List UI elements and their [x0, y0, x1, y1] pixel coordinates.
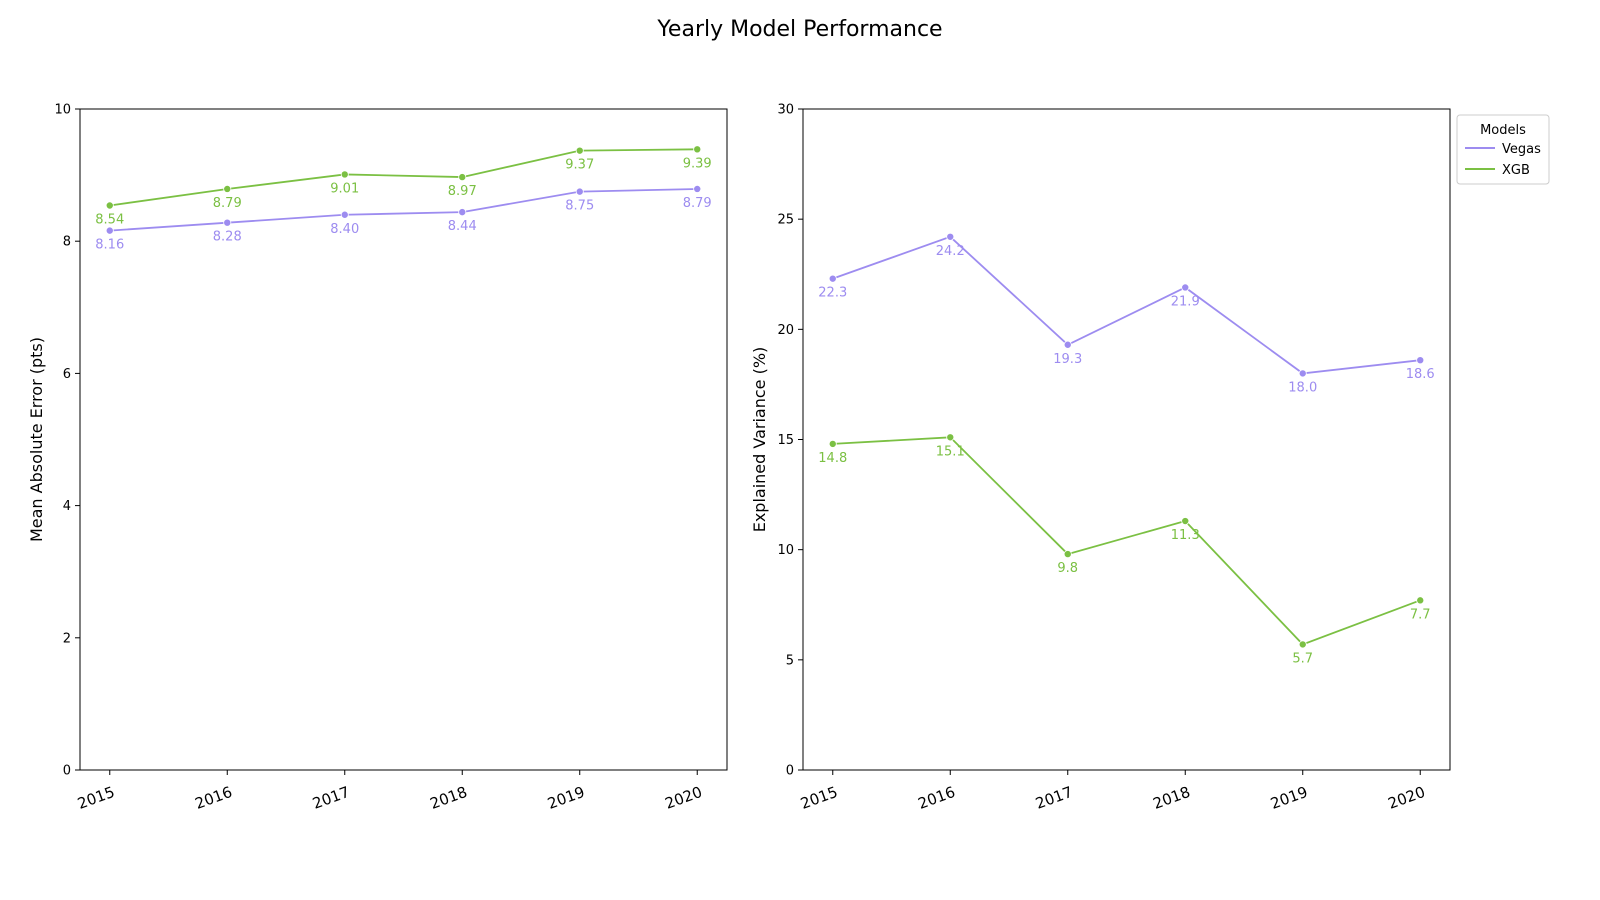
series-line-vegas [832, 235, 1421, 375]
legend-label-xgb: XGB [1502, 163, 1530, 178]
data-point-xgb [1298, 640, 1307, 649]
data-point-xgb [1416, 596, 1425, 605]
data-label-vegas: 21.9 [1171, 294, 1200, 309]
data-point-xgb [340, 170, 349, 179]
legend-frame [1456, 114, 1550, 185]
y-tick-label: 30 [777, 103, 794, 118]
x-tick-label: 2019 [545, 783, 587, 813]
series-line-xgb [109, 148, 698, 207]
x-tick-label: 2019 [1268, 783, 1310, 813]
y-tick-label: 8 [63, 235, 71, 250]
data-label-xgb: 9.8 [1057, 561, 1078, 576]
x-tick-label: 2016 [193, 783, 235, 813]
data-label-vegas: 8.40 [330, 222, 359, 237]
mae-panel: 0 2 4 6 8 10 2015 2016 2017 2018 2019 2020 Mean Abso… [27, 103, 728, 813]
plot-frame [79, 108, 728, 771]
legend-label-vegas: Vegas [1502, 142, 1541, 157]
data-point-vegas [1416, 356, 1425, 365]
y-tick-label: 10 [777, 543, 794, 558]
series-line-vegas [109, 188, 698, 232]
y-axis-label: Mean Absolute Error (pts) [27, 337, 46, 542]
data-point-vegas [575, 187, 584, 196]
data-label-vegas: 8.28 [213, 230, 242, 245]
x-tick-label: 2017 [1033, 783, 1075, 813]
data-point-vegas [828, 274, 837, 283]
series-line-xgb [832, 436, 1421, 646]
data-label-xgb: 14.8 [818, 451, 847, 466]
data-label-xgb: 9.39 [683, 156, 712, 171]
x-tick-label: 2018 [428, 783, 470, 813]
data-point-xgb [575, 146, 584, 155]
data-point-xgb [458, 173, 467, 182]
data-point-vegas [693, 184, 702, 193]
data-label-xgb: 11.3 [1171, 528, 1200, 543]
data-point-vegas [1181, 283, 1190, 292]
y-tick-label: 4 [63, 499, 71, 514]
data-point-xgb [1063, 550, 1072, 559]
data-label-xgb: 7.7 [1410, 607, 1431, 622]
data-label-xgb: 8.79 [213, 196, 242, 211]
data-label-xgb: 9.01 [330, 181, 359, 196]
data-point-vegas [105, 226, 114, 235]
data-label-vegas: 19.3 [1053, 352, 1082, 367]
data-point-xgb [828, 439, 837, 448]
data-label-vegas: 22.3 [818, 286, 847, 301]
y-tick-label: 6 [63, 367, 71, 382]
data-label-vegas: 8.75 [565, 199, 594, 214]
data-label-vegas: 8.16 [95, 238, 124, 253]
x-tick-label: 2016 [916, 783, 958, 813]
y-tick-label: 2 [63, 631, 71, 646]
x-tick-label: 2015 [798, 783, 840, 813]
data-point-vegas [458, 208, 467, 217]
data-point-vegas [1298, 369, 1307, 378]
data-label-vegas: 18.6 [1406, 367, 1435, 382]
data-point-xgb [223, 184, 232, 193]
chart-title: Yearly Model Performance [656, 17, 942, 42]
data-label-xgb: 9.37 [565, 158, 594, 173]
x-tick-label: 2020 [663, 783, 705, 813]
data-label-xgb: 5.7 [1292, 651, 1313, 666]
data-point-vegas [340, 210, 349, 219]
y-tick-label: 25 [777, 213, 794, 228]
data-point-vegas [1063, 340, 1072, 349]
data-label-xgb: 15.1 [936, 444, 965, 459]
x-tick-label: 2020 [1386, 783, 1428, 813]
y-tick-label: 15 [777, 433, 794, 448]
data-point-xgb [946, 433, 955, 442]
data-point-xgb [693, 145, 702, 154]
y-tick-label: 5 [786, 653, 794, 668]
y-axis-label: Explained Variance (%) [750, 347, 769, 533]
data-label-vegas: 24.2 [936, 244, 965, 259]
y-tick-label: 0 [786, 764, 794, 779]
y-tick-label: 20 [777, 323, 794, 338]
data-label-xgb: 8.54 [95, 213, 124, 228]
x-tick-label: 2017 [310, 783, 352, 813]
data-point-vegas [946, 232, 955, 241]
data-point-xgb [105, 201, 114, 210]
explained-variance-panel: 0 5 10 15 20 25 30 2015 2016 2017 2018 2019 2020 Expl… [750, 103, 1451, 813]
x-tick-label: 2015 [75, 783, 117, 813]
legend: Models Vegas XGB [1456, 114, 1550, 185]
data-label-vegas: 8.79 [683, 196, 712, 211]
data-point-vegas [223, 218, 232, 227]
data-label-xgb: 8.97 [448, 184, 477, 199]
y-tick-label: 0 [63, 764, 71, 779]
data-label-vegas: 18.0 [1288, 380, 1317, 395]
data-label-vegas: 8.44 [448, 219, 477, 234]
x-tick-label: 2018 [1151, 783, 1193, 813]
legend-title: Models [1480, 123, 1526, 138]
y-tick-label: 10 [54, 103, 71, 118]
data-point-xgb [1181, 517, 1190, 526]
